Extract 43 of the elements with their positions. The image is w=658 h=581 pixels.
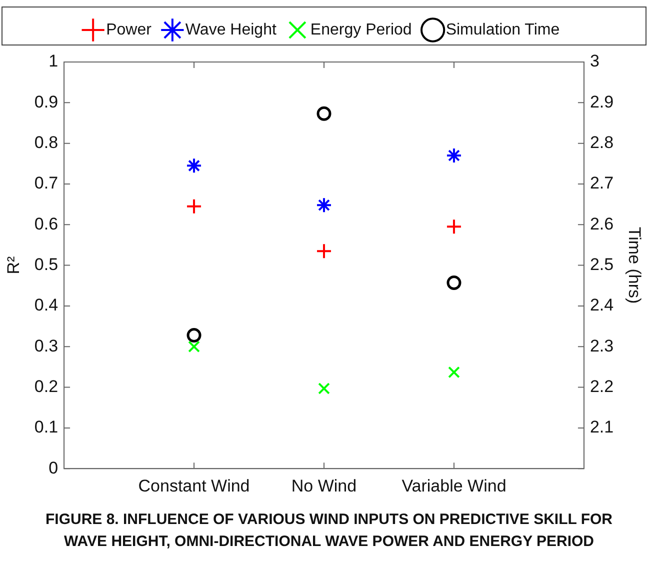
point [186,158,202,174]
y-tick-label: 0.6 [34,214,58,234]
y2-tick-label: 2.3 [590,336,614,356]
y-tick-label: 0.3 [34,336,58,356]
y-tick-label: 0.7 [34,174,58,193]
point [446,218,462,235]
y-tick-label: 0.1 [34,418,58,437]
y2-tick-label: 2.2 [590,376,614,396]
y2-axis-title: Time (hrs) [625,226,644,304]
y2-tick-label: 2.5 [590,254,614,274]
y-tick-label: 0.4 [34,296,58,315]
point [448,366,460,378]
y2-tick-label: 2.1 [590,418,614,437]
y2-tick-label: 2.7 [590,174,614,193]
point [318,382,330,394]
point [446,276,462,290]
point [188,340,200,353]
y-tick-label: 0.8 [34,133,58,152]
legend-label: Simulation Time [446,21,560,38]
y2-tick-label: 2.9 [590,92,614,112]
point [316,243,332,260]
y2-tick-label: 3 [590,52,600,71]
point [186,198,202,214]
caption: FIGURE 8. INFLUENCE OF VARIOUS WIND INPUTS ON PREDICTIVE SKILL FOR WAVE HEIGHT, OMNI-DIRECTIONAL WAVE POWER AND ENERGY PERIOD [44,510,614,552]
point [186,328,202,342]
x-tick-label: No Wind [291,476,357,496]
y-tick-label: 0 [48,458,58,478]
legend-label: Wave Height [185,21,277,38]
y-axis-title: R² [4,256,23,274]
x-tick-label: Constant Wind [138,476,250,496]
point [316,106,332,121]
y2-tick-label: 2.6 [590,214,614,234]
y-tick-label: 0.9 [34,92,58,112]
legend-label: Power [106,21,152,38]
point [446,148,462,164]
y-tick-label: 0.5 [34,254,58,274]
y2-tick-label: 2.4 [590,296,614,315]
legend-label: Energy Period [310,21,412,38]
x-tick-label: Variable Wind [402,476,506,496]
y-tick-label: 0.2 [34,376,58,396]
point [316,197,332,214]
y-tick-label: 1 [48,52,58,71]
y2-tick-label: 2.8 [590,133,614,152]
